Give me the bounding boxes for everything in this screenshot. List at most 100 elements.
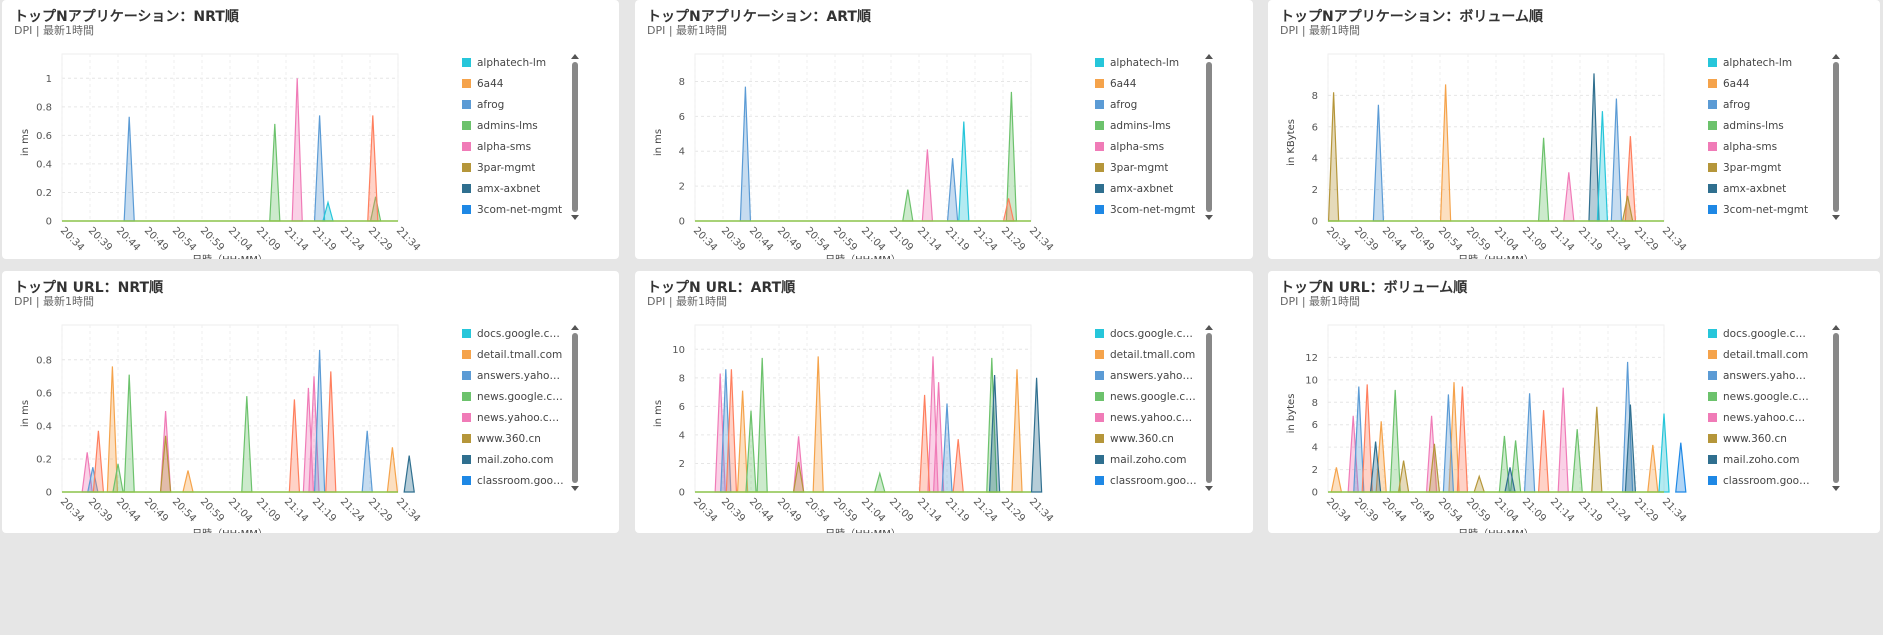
scrollbar-thumb[interactable]: [572, 333, 578, 483]
legend-item-answers-yahoo-com[interactable]: answers.yahoo.com: [462, 365, 574, 386]
legend-item-afrog[interactable]: afrog: [462, 94, 574, 115]
scroll-up-arrow-icon[interactable]: [1832, 325, 1840, 330]
series-classroom-google-com-peak[interactable]: [1675, 442, 1687, 493]
series-alpha-sms-peak[interactable]: [921, 149, 934, 222]
series-afrog-peak[interactable]: [1372, 104, 1385, 222]
legend-item-answers-yahoo-com[interactable]: answers.yahoo.com: [1095, 365, 1207, 386]
scroll-up-arrow-icon[interactable]: [1832, 54, 1840, 59]
series-news-google-com-peak[interactable]: [745, 410, 757, 493]
legend-scrollbar[interactable]: [1832, 54, 1840, 220]
legend-item-3par-mgmt[interactable]: 3par-mgmt: [1095, 157, 1207, 178]
legend-item-amx-axbnet[interactable]: amx-axbnet: [1708, 178, 1820, 199]
series-admins-lms-peak[interactable]: [902, 189, 914, 222]
series-3par-mgmt-peak[interactable]: [1327, 92, 1340, 222]
scrollbar-thumb[interactable]: [1206, 333, 1212, 483]
legend-item-news-yahoo-com[interactable]: news.yahoo.com: [1708, 407, 1820, 428]
legend-item-alphatech-lm[interactable]: alphatech-lm: [1708, 52, 1820, 73]
legend-item-afrog[interactable]: afrog: [1708, 94, 1820, 115]
series-news-google-com-peak[interactable]: [241, 396, 253, 493]
legend-item-alpha-sms[interactable]: alpha-sms: [1095, 136, 1207, 157]
legend-item-detail-tmall-com[interactable]: detail.tmall.com: [1095, 344, 1207, 365]
legend-item-3com-net-mgmt[interactable]: 3com-net-mgmt: [1095, 199, 1207, 220]
series-mail-zoho-com-peak[interactable]: [403, 455, 415, 493]
legend-item-3com-net-mgmt[interactable]: 3com-net-mgmt: [462, 199, 574, 220]
legend-item-admins-lms[interactable]: admins-lms: [462, 115, 574, 136]
series-alpha-sms-peak[interactable]: [1563, 172, 1575, 222]
legend-scrollbar[interactable]: [571, 325, 579, 491]
scrollbar-thumb[interactable]: [572, 62, 578, 212]
legend-item-3par-mgmt[interactable]: 3par-mgmt: [1708, 157, 1820, 178]
legend-item-6a44[interactable]: 6a44: [1095, 73, 1207, 94]
scroll-up-arrow-icon[interactable]: [1205, 54, 1213, 59]
legend-item-admins-lms[interactable]: admins-lms: [1708, 115, 1820, 136]
legend-item-alpha-sms[interactable]: alpha-sms: [1708, 136, 1820, 157]
series-www-360-cn-peak[interactable]: [1473, 474, 1486, 493]
legend-item-amx-axbnet[interactable]: amx-axbnet: [462, 178, 574, 199]
series-alphatech-lm-peak[interactable]: [1596, 111, 1609, 222]
legend-item-classroom-google-com[interactable]: classroom.google.com: [462, 470, 574, 491]
legend-item-amx-axbnet[interactable]: amx-axbnet: [1095, 178, 1207, 199]
series-news-google-com-peak[interactable]: [756, 357, 768, 493]
series-alpha-sms-peak[interactable]: [291, 78, 303, 222]
series-afrog-peak[interactable]: [739, 86, 752, 222]
series-news-google-com-peak[interactable]: [1571, 429, 1583, 493]
series-6a44-peak[interactable]: [1439, 84, 1452, 222]
scroll-down-arrow-icon[interactable]: [571, 486, 579, 491]
series-www-accuweather-com-peak[interactable]: [952, 439, 964, 493]
series-www-accuweather-com-peak[interactable]: [1361, 384, 1373, 493]
series-afrog-peak[interactable]: [1610, 98, 1623, 222]
legend-item-classroom-google-com[interactable]: classroom.google.com: [1095, 470, 1207, 491]
series-detail-tmall-com-peak[interactable]: [1647, 444, 1659, 493]
legend-item-mail-zoho-com[interactable]: mail.zoho.com: [1095, 449, 1207, 470]
scroll-down-arrow-icon[interactable]: [1205, 486, 1213, 491]
series-mail-zoho-com-peak[interactable]: [1030, 377, 1043, 493]
legend-scrollbar[interactable]: [1205, 325, 1213, 491]
series-news-google-com-peak[interactable]: [1389, 389, 1401, 493]
series-alphatech-lm-peak[interactable]: [958, 121, 970, 222]
series-news-google-com-peak[interactable]: [873, 471, 886, 493]
series-afrog-peak[interactable]: [123, 116, 135, 222]
series-amx-axbnet-peak[interactable]: [1588, 73, 1600, 222]
series-news-google-com-peak[interactable]: [123, 374, 135, 493]
legend-item-www-360-cn[interactable]: www.360.cn: [1708, 428, 1820, 449]
legend-item-docs-google-com[interactable]: docs.google.com: [1708, 323, 1820, 344]
legend-scrollbar[interactable]: [1832, 325, 1840, 491]
series-detail-tmall-com-peak[interactable]: [386, 447, 399, 493]
scroll-down-arrow-icon[interactable]: [571, 215, 579, 220]
legend-item-3com-net-mgmt[interactable]: 3com-net-mgmt: [1708, 199, 1820, 220]
series-afrog-peak[interactable]: [313, 115, 326, 222]
legend-item-detail-tmall-com[interactable]: detail.tmall.com: [462, 344, 574, 365]
series-detail-tmall-com-peak[interactable]: [1011, 369, 1023, 493]
legend-item-news-yahoo-com[interactable]: news.yahoo.com: [1095, 407, 1207, 428]
scroll-down-arrow-icon[interactable]: [1832, 486, 1840, 491]
series-www-accuweather-com-peak[interactable]: [288, 399, 301, 493]
series-www-360-cn-peak[interactable]: [1591, 406, 1603, 493]
legend-item-3par-mgmt[interactable]: 3par-mgmt: [462, 157, 574, 178]
scroll-down-arrow-icon[interactable]: [1205, 215, 1213, 220]
series-www-accuweather-com-peak[interactable]: [1537, 410, 1550, 493]
legend-scrollbar[interactable]: [1205, 54, 1213, 220]
legend-item-news-yahoo-com[interactable]: news.yahoo.com: [462, 407, 574, 428]
legend-item-admins-lms[interactable]: admins-lms: [1095, 115, 1207, 136]
legend-item-news-google-com[interactable]: news.google.com: [1095, 386, 1207, 407]
legend-item-www-360-cn[interactable]: www.360.cn: [1095, 428, 1207, 449]
series-answers-yahoo-com-peak[interactable]: [1523, 393, 1536, 493]
series-www-360-cn-peak[interactable]: [1397, 460, 1410, 493]
legend-item-docs-google-com[interactable]: docs.google.com: [1095, 323, 1207, 344]
legend-item-alphatech-lm[interactable]: alphatech-lm: [1095, 52, 1207, 73]
scrollbar-thumb[interactable]: [1206, 62, 1212, 212]
legend-item-docs-google-com[interactable]: docs.google.com: [462, 323, 574, 344]
series-detail-tmall-com-peak[interactable]: [1330, 467, 1343, 493]
legend-item-6a44[interactable]: 6a44: [462, 73, 574, 94]
series-admins-lms-peak[interactable]: [269, 123, 281, 222]
series-detail-tmall-com-peak[interactable]: [182, 470, 194, 493]
legend-item-news-google-com[interactable]: news.google.com: [1708, 386, 1820, 407]
legend-item-afrog[interactable]: afrog: [1095, 94, 1207, 115]
series-afrog-peak[interactable]: [946, 158, 959, 222]
series-answers-yahoo-com-peak[interactable]: [361, 430, 373, 493]
series-answers-yahoo-com-peak[interactable]: [941, 403, 953, 493]
legend-item-mail-zoho-com[interactable]: mail.zoho.com: [1708, 449, 1820, 470]
scroll-up-arrow-icon[interactable]: [1205, 325, 1213, 330]
scroll-down-arrow-icon[interactable]: [1832, 215, 1840, 220]
legend-item-mail-zoho-com[interactable]: mail.zoho.com: [462, 449, 574, 470]
